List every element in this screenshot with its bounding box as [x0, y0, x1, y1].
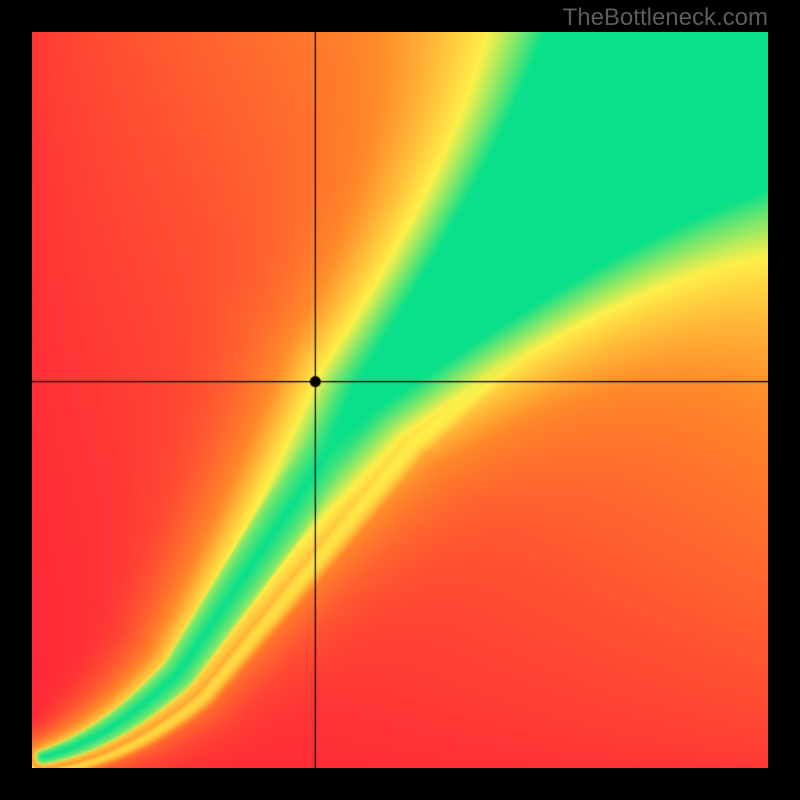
chart-container: TheBottleneck.com: [0, 0, 800, 800]
watermark-text: TheBottleneck.com: [563, 4, 768, 32]
plot-area: [32, 32, 768, 768]
heatmap-canvas: [32, 32, 768, 768]
